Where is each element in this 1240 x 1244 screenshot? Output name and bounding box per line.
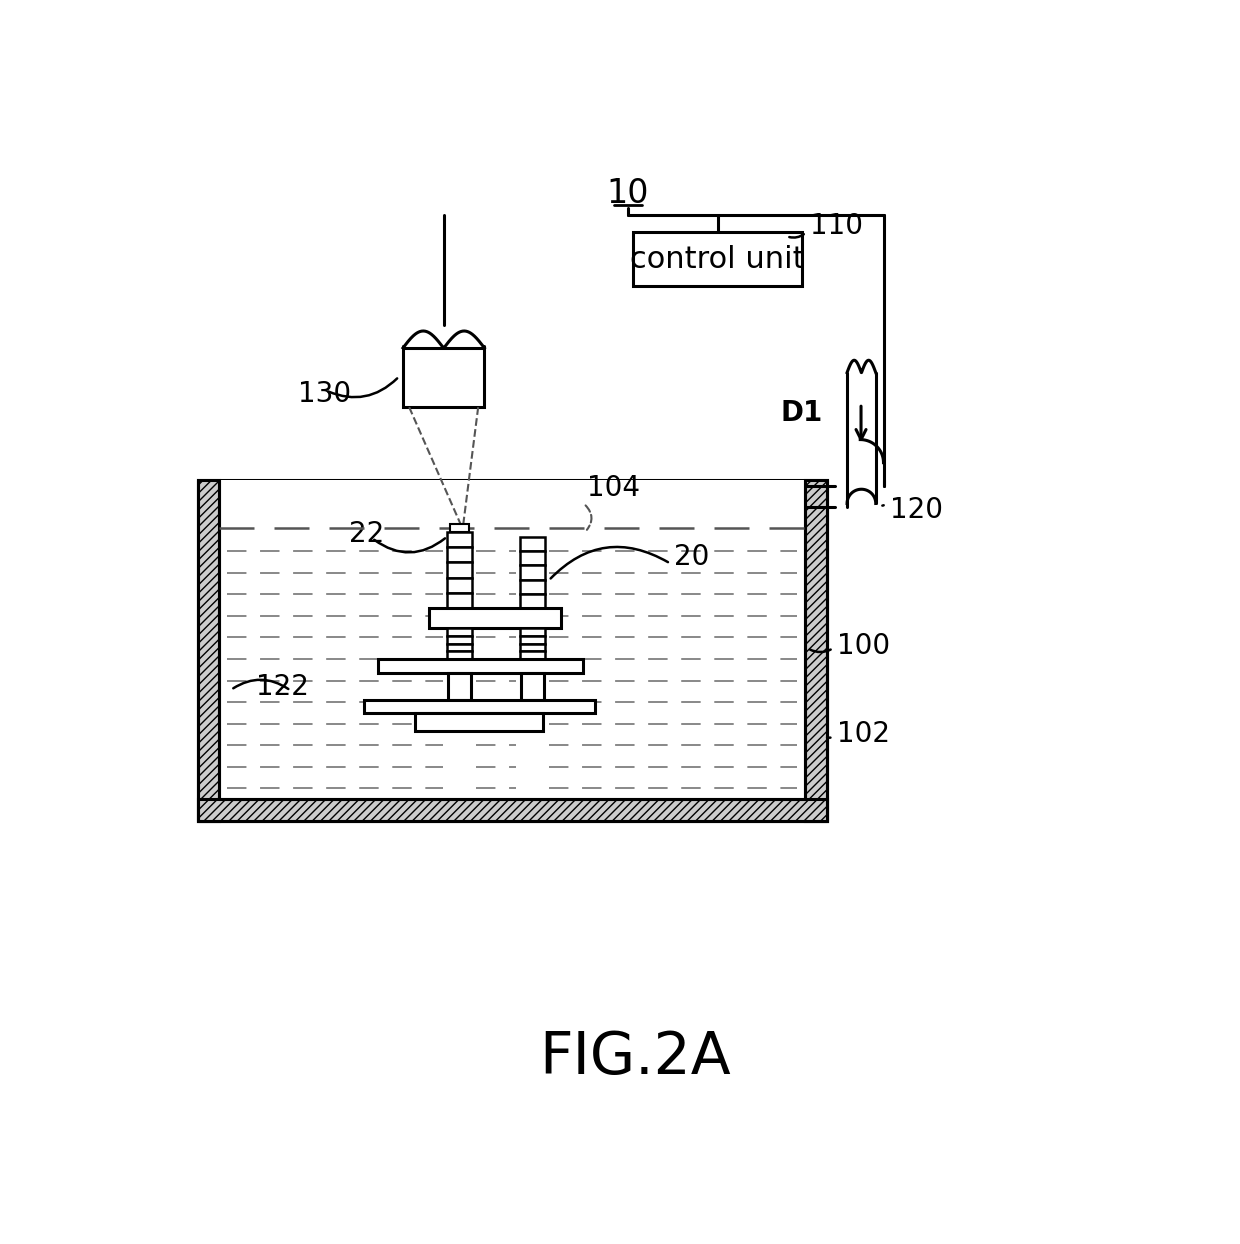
Bar [378,659,583,673]
Bar [520,593,544,608]
Bar [365,700,595,713]
Bar [634,233,802,286]
Text: 10: 10 [606,178,649,210]
Bar [448,577,472,593]
Bar [403,348,485,407]
Bar [448,547,472,562]
Bar [429,608,560,628]
Text: 102: 102 [837,720,890,749]
Bar [520,565,544,580]
Bar [448,562,472,577]
Bar [520,636,544,643]
Bar [520,652,544,659]
Bar [448,628,472,636]
Bar [520,643,544,652]
Bar [448,532,472,547]
Text: control unit: control unit [630,245,805,274]
Text: FIG.2A: FIG.2A [539,1029,732,1086]
Bar [520,536,544,551]
Bar [448,673,471,700]
Text: 22: 22 [348,520,384,549]
Bar [448,636,472,643]
Text: 104: 104 [588,474,640,503]
Text: D1: D1 [781,398,823,427]
Bar [197,799,827,821]
Bar [448,593,472,608]
Bar [805,480,827,821]
Bar [520,551,544,565]
Bar [197,480,219,821]
Bar [448,652,472,659]
Bar [520,628,544,636]
Text: 100: 100 [837,632,890,659]
Bar [450,524,469,532]
Bar [448,643,472,652]
Text: 110: 110 [810,213,863,240]
Bar [219,480,805,799]
Text: 130: 130 [299,381,351,408]
Bar [520,580,544,593]
Text: 120: 120 [890,495,942,524]
Bar [414,713,543,730]
Text: 122: 122 [255,673,309,700]
Bar [521,673,544,700]
Text: 20: 20 [675,544,709,571]
Bar [197,480,827,821]
